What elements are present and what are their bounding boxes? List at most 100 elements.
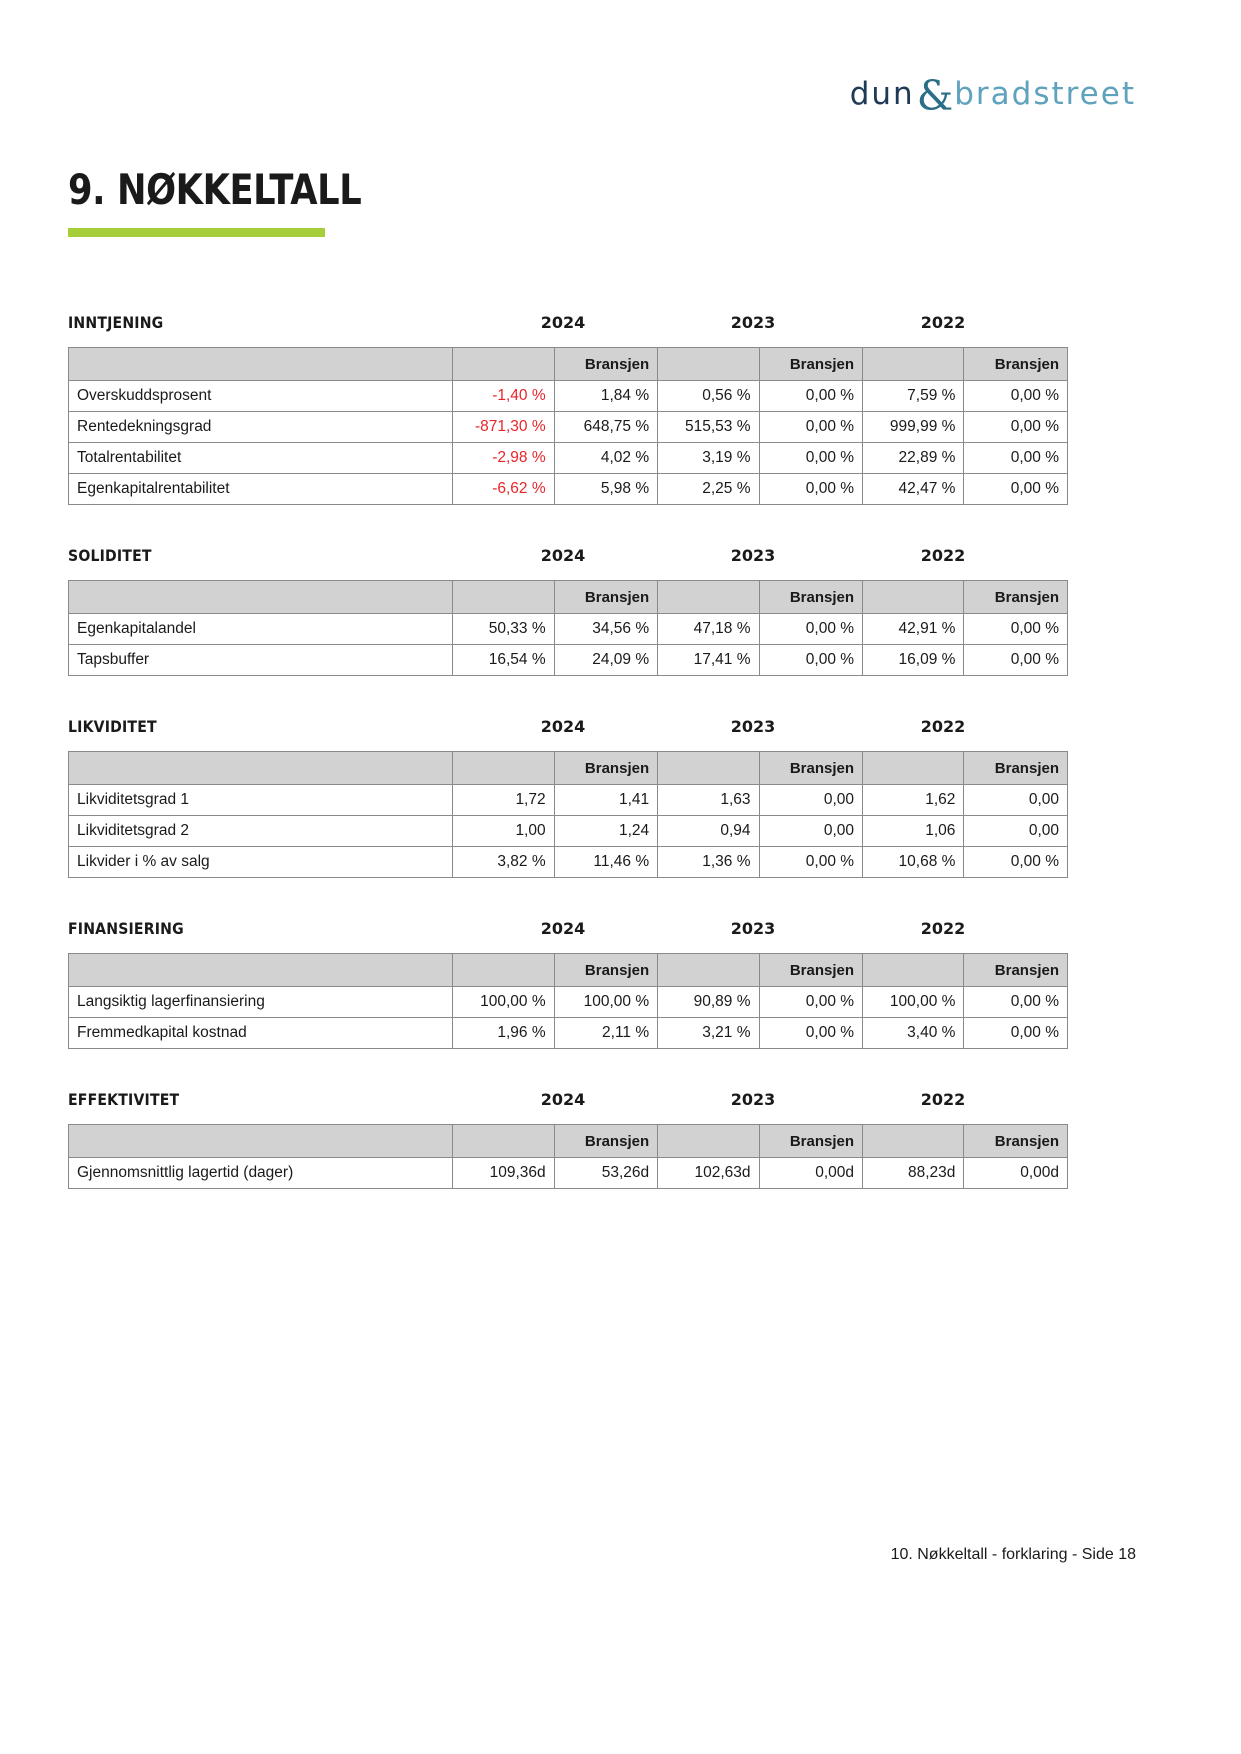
dun-bradstreet-logo: dun & bradstreet	[850, 72, 1136, 116]
table-cell-value: 0,00	[758, 815, 864, 847]
table-cell-value: 2,11 %	[553, 1017, 659, 1049]
table-cell-value: 100,00 %	[452, 986, 555, 1018]
year-label: 2022	[920, 546, 966, 565]
table-cell-value: 22,89 %	[862, 442, 965, 474]
table-cell-value: 2,25 %	[657, 473, 760, 505]
year-label: 2023	[730, 546, 776, 565]
column-header-bransjen: Bransjen	[758, 347, 864, 381]
kpi-table-block: SOLIDITET 2024 2023 2022 Bransjen Bransjen Bra…	[67, 546, 1068, 676]
column-header-company	[452, 1124, 555, 1158]
row-label: Langsiktig lagerfinansiering	[67, 986, 454, 1018]
table-cell-value: 0,00 %	[963, 442, 1068, 474]
year-label: 2023	[730, 313, 776, 332]
table-header-row: INNTJENING 2024 2023 2022	[68, 313, 1068, 337]
table-column-header-row: Bransjen Bransjen Bransjen	[67, 580, 1068, 614]
column-header-company	[657, 953, 760, 987]
table-cell-value: 50,33 %	[452, 613, 555, 645]
table-cell-value: 7,59 %	[862, 380, 965, 412]
section-title: SOLIDITET	[68, 546, 152, 565]
kpi-table: Bransjen Bransjen Bransjen Langsiktig lager…	[67, 953, 1068, 1049]
row-label: Gjennomsnittlig lagertid (dager)	[67, 1157, 454, 1189]
table-cell-value: 0,00 %	[758, 644, 864, 676]
column-header-blank	[67, 1124, 454, 1158]
table-cell-value: 0,00 %	[963, 473, 1068, 505]
table-cell-value: 100,00 %	[553, 986, 659, 1018]
table-header-row: FINANSIERING 2024 2023 2022	[68, 919, 1068, 943]
table-row: Tapsbuffer 16,54 % 24,09 % 17,41 % 0,00 % 16,…	[67, 644, 1068, 676]
table-column-header-row: Bransjen Bransjen Bransjen	[67, 347, 1068, 381]
table-cell-value: 100,00 %	[862, 986, 965, 1018]
table-cell-value: 999,99 %	[862, 411, 965, 443]
table-cell-value: 88,23d	[862, 1157, 965, 1189]
column-header-company	[862, 953, 965, 987]
year-label: 2022	[920, 1090, 966, 1109]
column-header-company	[862, 751, 965, 785]
year-label: 2022	[920, 717, 966, 736]
table-cell-value: 109,36d	[452, 1157, 555, 1189]
table-cell-value: 42,47 %	[862, 473, 965, 505]
table-cell-value: 3,40 %	[862, 1017, 965, 1049]
kpi-table-block: INNTJENING 2024 2023 2022 Bransjen Bransjen Br…	[67, 313, 1068, 505]
year-label: 2024	[540, 717, 586, 736]
table-cell-value: 0,00 %	[963, 644, 1068, 676]
table-cell-value: 0,00 %	[758, 846, 864, 878]
table-cell-value: 0,00	[963, 784, 1068, 816]
year-label: 2024	[540, 313, 586, 332]
row-label: Egenkapitalrentabilitet	[67, 473, 454, 505]
row-label: Likviditetsgrad 1	[67, 784, 454, 816]
table-cell-value: 24,09 %	[553, 644, 659, 676]
table-header-row: LIKVIDITET 2024 2023 2022	[68, 717, 1068, 741]
page-footer: 10. Nøkkeltall - forklaring - Side 18	[890, 1546, 1136, 1563]
page-title-block: 9. NØKKELTALL	[68, 167, 417, 238]
year-label: 2023	[730, 717, 776, 736]
table-row: Egenkapitalandel 50,33 % 34,56 % 47,18 % 0,0…	[67, 613, 1068, 645]
table-cell-value: 0,00 %	[758, 442, 864, 474]
column-header-blank	[67, 751, 454, 785]
column-header-company	[657, 1124, 760, 1158]
row-label: Fremmedkapital kostnad	[67, 1017, 454, 1049]
table-cell-value: 102,63d	[657, 1157, 760, 1189]
table-cell-value: 10,68 %	[862, 846, 965, 878]
table-cell-value: 1,06	[862, 815, 965, 847]
column-header-company	[657, 580, 760, 614]
section-title: LIKVIDITET	[68, 717, 157, 736]
kpi-table-block: LIKVIDITET 2024 2023 2022 Bransjen Bransjen Br…	[67, 717, 1068, 878]
row-label: Totalrentabilitet	[67, 442, 454, 474]
table-column-header-row: Bransjen Bransjen Bransjen	[67, 953, 1068, 987]
table-cell-value: 0,00	[963, 815, 1068, 847]
table-cell-value: 11,46 %	[553, 846, 659, 878]
table-row: Overskuddsprosent -1,40 % 1,84 % 0,56 % 0,00…	[67, 380, 1068, 412]
table-row: Rentedekningsgrad -871,30 % 648,75 % 515,53…	[67, 411, 1068, 443]
table-cell-value: 53,26d	[553, 1157, 659, 1189]
column-header-bransjen: Bransjen	[758, 751, 864, 785]
column-header-blank	[67, 953, 454, 987]
table-cell-value: 1,84 %	[553, 380, 659, 412]
table-row: Likviditetsgrad 2 1,00 1,24 0,94 0,00 1,06 0,0…	[67, 815, 1068, 847]
table-cell-value: 0,00d	[963, 1157, 1068, 1189]
logo-text-bradstreet: bradstreet	[954, 75, 1136, 112]
table-cell-value: 0,00 %	[963, 846, 1068, 878]
table-cell-value: 0,00 %	[963, 411, 1068, 443]
table-header-row: SOLIDITET 2024 2023 2022	[68, 546, 1068, 570]
year-label: 2024	[540, 1090, 586, 1109]
section-title: FINANSIERING	[68, 919, 184, 938]
column-header-bransjen: Bransjen	[553, 580, 659, 614]
row-label: Egenkapitalandel	[67, 613, 454, 645]
column-header-bransjen: Bransjen	[553, 1124, 659, 1158]
table-row: Totalrentabilitet -2,98 % 4,02 % 3,19 % 0,00…	[67, 442, 1068, 474]
kpi-table: Bransjen Bransjen Bransjen Overskuddsprosen…	[67, 347, 1068, 505]
section-title: EFFEKTIVITET	[68, 1090, 180, 1109]
column-header-bransjen: Bransjen	[758, 580, 864, 614]
table-row: Likvider i % av salg 3,82 % 11,46 % 1,36 % 0…	[67, 846, 1068, 878]
row-label: Tapsbuffer	[67, 644, 454, 676]
table-cell-value: 1,41	[553, 784, 659, 816]
year-label: 2022	[920, 313, 966, 332]
table-cell-value: 0,00 %	[963, 986, 1068, 1018]
column-header-company	[452, 580, 555, 614]
table-cell-value: 0,00 %	[758, 613, 864, 645]
title-accent-rule	[68, 228, 325, 238]
table-cell-value: 47,18 %	[657, 613, 760, 645]
table-cell-value: 42,91 %	[862, 613, 965, 645]
table-cell-value: 0,00	[758, 784, 864, 816]
column-header-bransjen: Bransjen	[553, 347, 659, 381]
